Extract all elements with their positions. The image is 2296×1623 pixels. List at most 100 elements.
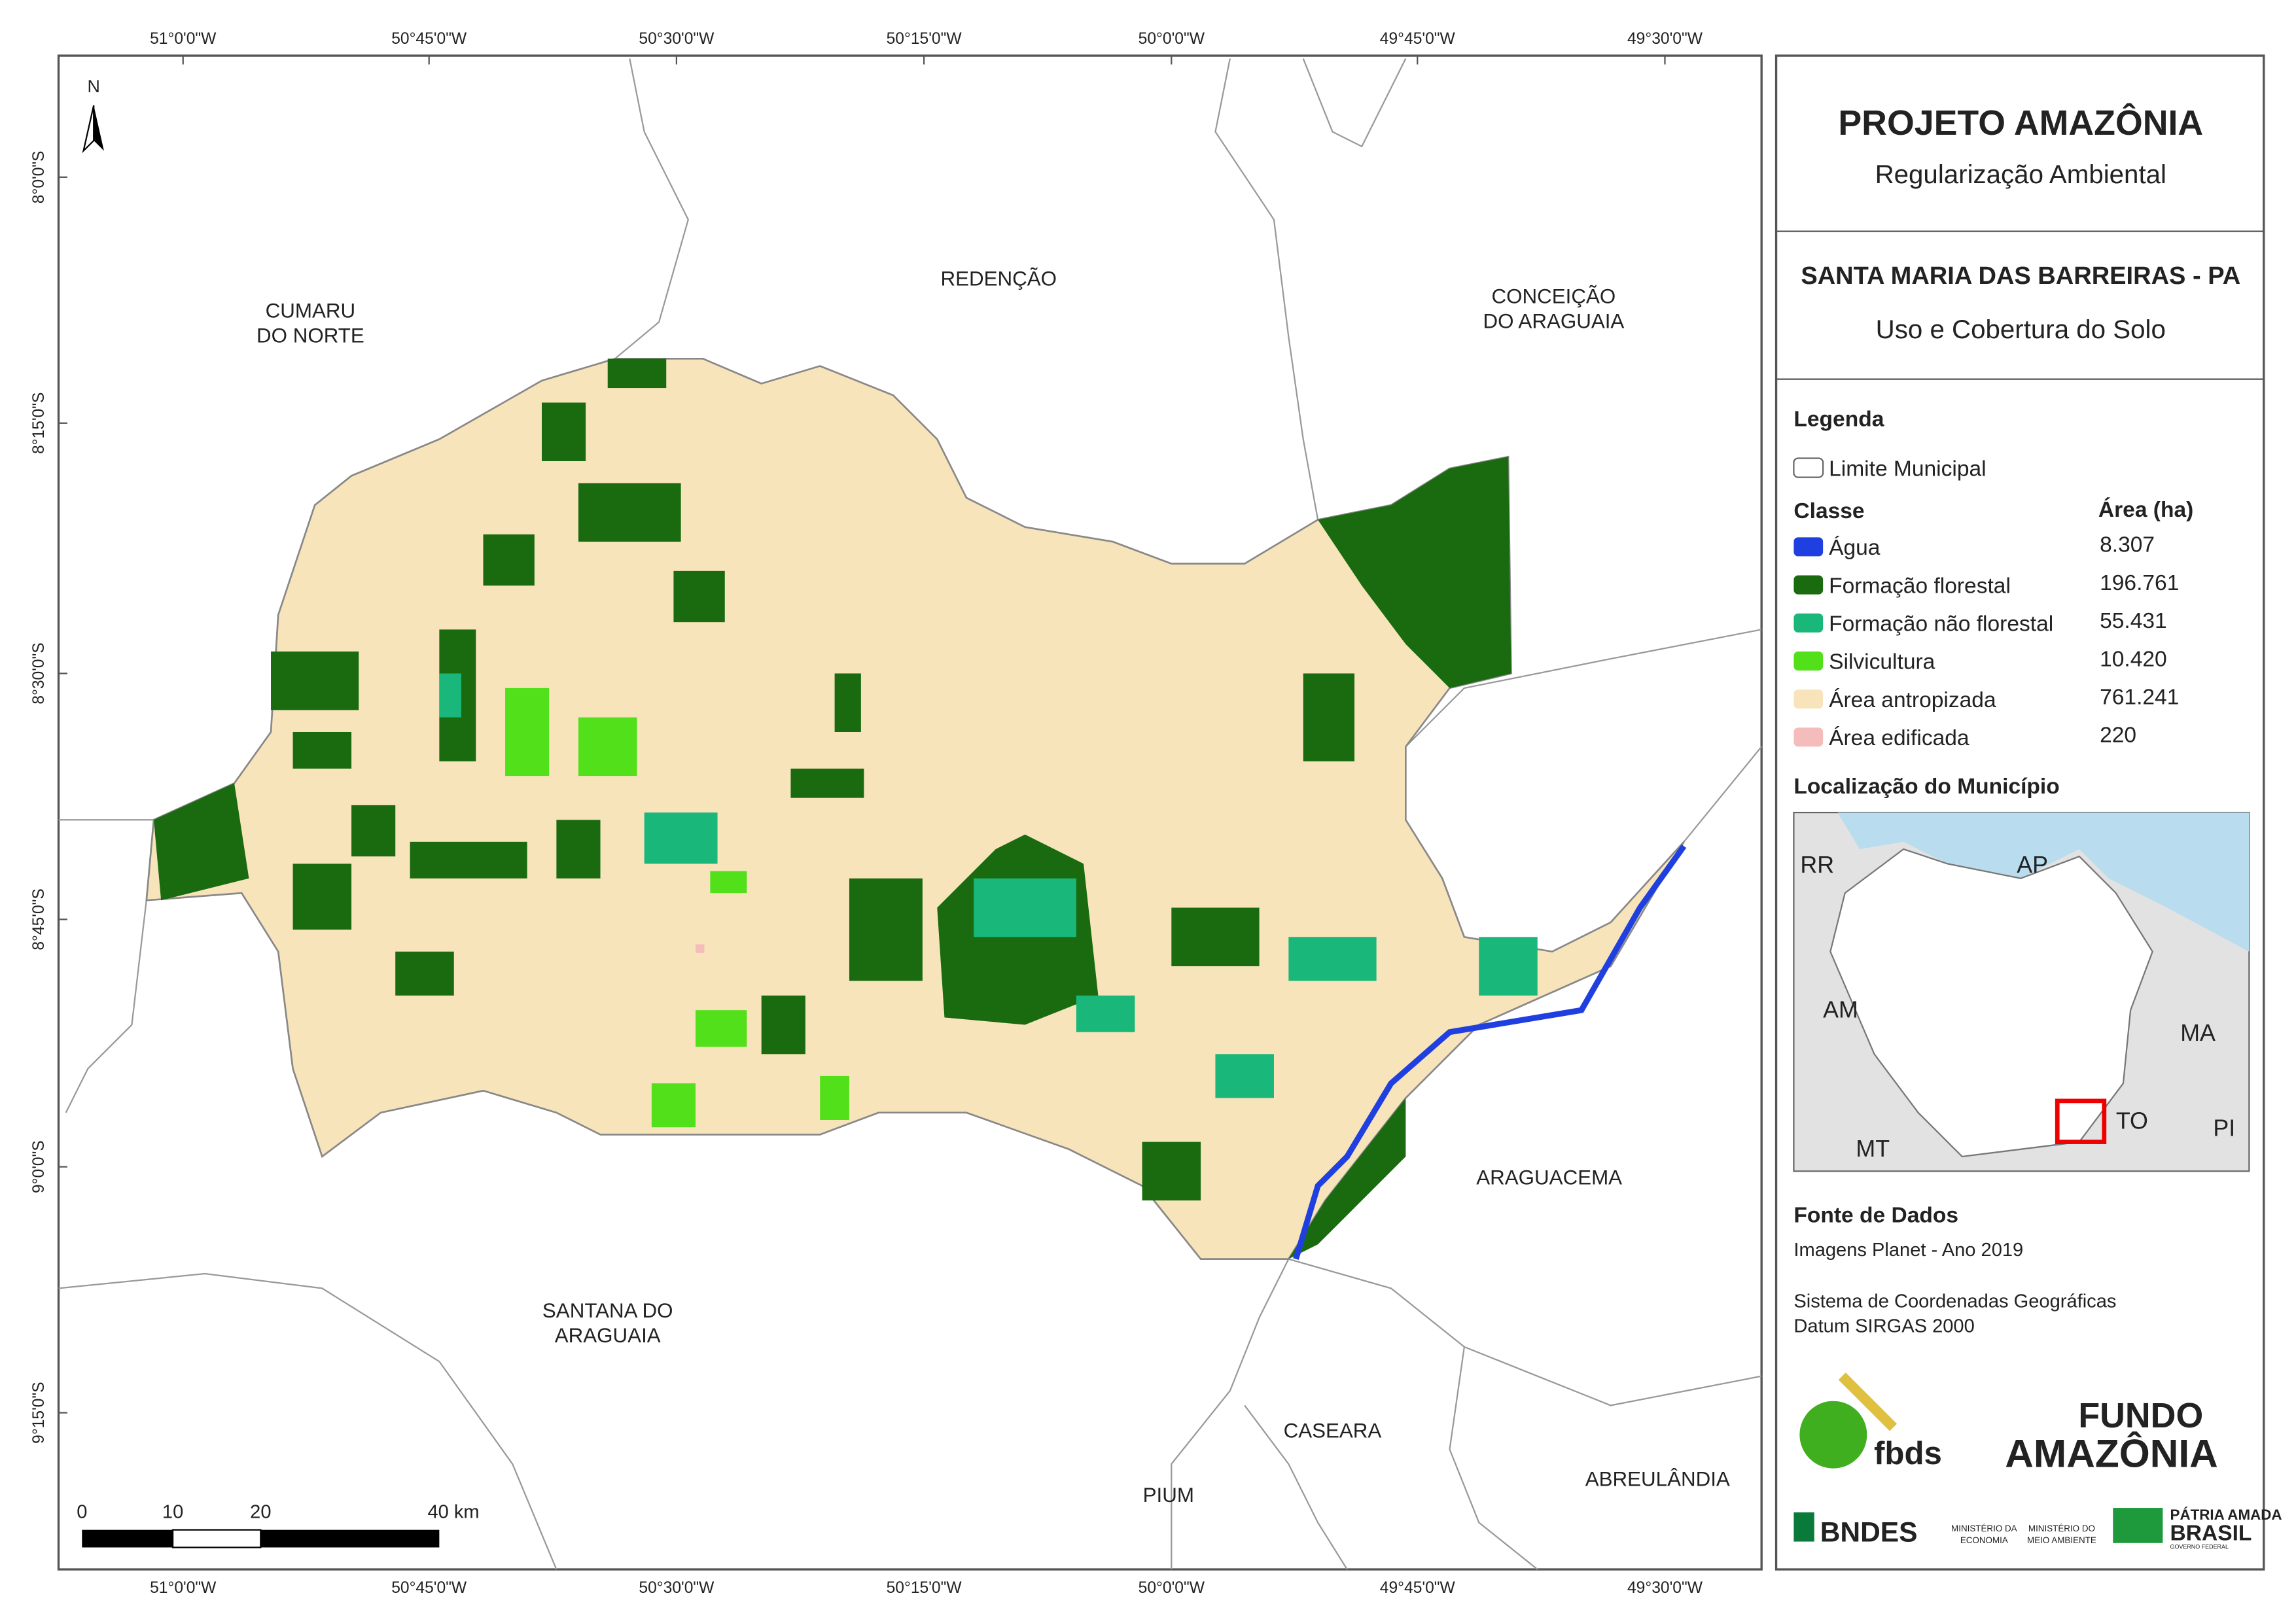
longitude-label: 49°45'0"W [1380, 30, 1456, 48]
ministry-text: ECONOMIA [1960, 1535, 2008, 1545]
longitude-label: 51°0'0"W [150, 30, 217, 48]
longitude-label: 50°0'0"W [1139, 30, 1205, 48]
built-area [695, 944, 705, 953]
north-label: N [88, 77, 100, 96]
neighbor-label: DO ARAGUAIA [1483, 309, 1624, 332]
state-label: MA [2180, 1020, 2216, 1046]
brasil-flag [2113, 1508, 2163, 1543]
map-frame: N [57, 54, 1763, 1571]
source-line: Imagens Planet - Ano 2019 [1793, 1240, 2023, 1261]
source-line: Sistema de Coordenadas Geográficas [1793, 1291, 2116, 1312]
scale-bar [82, 1529, 440, 1548]
legend-swatch [1793, 727, 1824, 747]
longitude-label: 49°30'0"W [1627, 1579, 1703, 1597]
fundo-text: FUNDO [2078, 1396, 2203, 1435]
neighbor-label: CONCEIÇÃO [1492, 285, 1616, 307]
source-line: Datum SIRGAS 2000 [1793, 1316, 1974, 1337]
longitude-label: 50°45'0"W [391, 30, 467, 48]
ministry-text: MINISTÉRIO DO [2028, 1524, 2095, 1533]
neighbor-label: PIUM [1143, 1484, 1194, 1507]
theme: Uso e Cobertura do Solo [1876, 315, 2166, 344]
legend-class: Formação não florestal [1829, 612, 2053, 637]
brasil-text: BRASIL [2170, 1521, 2252, 1545]
sources-heading: Fonte de Dados [1793, 1204, 1958, 1228]
longitude-label: 50°15'0"W [887, 30, 963, 48]
neighbor-label: REDENÇÃO [940, 267, 1057, 290]
neighbor-label: SANTANA DO [542, 1299, 673, 1322]
longitude-label: 51°0'0"W [150, 1579, 217, 1597]
longitude-label: 50°30'0"W [639, 1579, 715, 1597]
legend-class: Silvicultura [1829, 650, 1935, 674]
scale-label: 20 [250, 1502, 271, 1523]
legend-heading: Legenda [1793, 407, 1884, 431]
legend-class: Formação florestal [1829, 574, 2011, 598]
boundary-label: Limite Municipal [1829, 457, 1987, 481]
latitude-label: 8°15'0"S [30, 393, 48, 454]
legend-swatch [1793, 689, 1824, 709]
ministry-text: MEIO AMBIENTE [2027, 1535, 2096, 1545]
bndes-text: BNDES [1820, 1518, 1918, 1548]
river [1293, 844, 1687, 1260]
legend-swatch [1793, 613, 1824, 633]
north-arrow [82, 105, 104, 154]
boundary-swatch [1793, 457, 1824, 478]
brasil-text: GOVERNO FEDERAL [2170, 1544, 2229, 1550]
state-label: RR [1800, 852, 1834, 878]
longitude-label: 50°45'0"W [391, 1579, 467, 1597]
legend-class: Água [1829, 536, 1881, 560]
latitude-label: 9°0'0"S [30, 1140, 48, 1193]
legend-area: 8.307 [2100, 533, 2155, 557]
fbds-text: fbds [1874, 1435, 1942, 1471]
inset-map [1793, 811, 2250, 1172]
legend-class: Área edificada [1829, 726, 1969, 750]
latitude-label: 8°45'0"S [30, 888, 48, 950]
longitude-label: 50°0'0"W [1139, 1579, 1205, 1597]
class-header: Classe [1793, 499, 1864, 523]
silviculture-patches [505, 688, 849, 1128]
scale-label: 0 [77, 1502, 87, 1523]
state-label: PI [2213, 1115, 2235, 1142]
side-panel: PROJETO AMAZÔNIA Regularização Ambiental… [1775, 54, 2265, 1571]
state-label: TO [2116, 1108, 2148, 1134]
ministry-text: MINISTÉRIO DA [1951, 1524, 2017, 1533]
neighbor-label: ARAGUAIA [555, 1324, 661, 1347]
area-header: Área (ha) [2098, 497, 2193, 522]
latitude-label: 9°15'0"S [30, 1382, 48, 1443]
scale-label: 40 km [427, 1502, 479, 1523]
legend-area: 10.420 [2100, 647, 2167, 671]
latitude-label: 8°0'0"S [30, 150, 48, 203]
fundo-text: AMAZÔNIA [2005, 1431, 2217, 1475]
legend-area: 761.241 [2100, 685, 2179, 709]
location-heading: Localização do Município [1793, 775, 2059, 799]
longitude-label: 50°15'0"W [887, 1579, 963, 1597]
legend-swatch [1793, 575, 1824, 595]
neighbor-label: DO NORTE [256, 324, 364, 347]
neighbor-label: CASEARA [1284, 1420, 1382, 1442]
nonforest-patches [439, 673, 1538, 1098]
subtitle: Regularização Ambiental [1875, 160, 2166, 189]
latitude-label: 8°30'0"S [30, 642, 48, 704]
neighbor-boundaries [58, 58, 1763, 1570]
legend-area: 55.431 [2100, 609, 2167, 633]
longitude-label: 49°45'0"W [1380, 1579, 1456, 1597]
title: PROJETO AMAZÔNIA [1838, 103, 2203, 143]
legend-swatch [1793, 537, 1824, 557]
legend-swatch [1793, 651, 1824, 671]
scale-label: 10 [162, 1502, 183, 1523]
brasil-text: PÁTRIA AMADA [2170, 1507, 2282, 1523]
bndes-icon [1793, 1512, 1814, 1542]
neighbor-label: ABREULÂNDIA [1585, 1467, 1730, 1490]
neighbor-label: CUMARU [266, 300, 356, 323]
legend-class: Área antropizada [1829, 688, 1996, 712]
state-label: AP [2017, 852, 2048, 878]
longitude-label: 50°30'0"W [639, 30, 715, 48]
neighbor-label: ARAGUACEMA [1476, 1166, 1622, 1189]
longitude-label: 49°30'0"W [1627, 30, 1703, 48]
state-label: MT [1856, 1136, 1890, 1162]
state-label: AM [1823, 996, 1858, 1022]
legend-area: 196.761 [2100, 571, 2179, 595]
municipality-name: SANTA MARIA DAS BARREIRAS - PA [1801, 262, 2240, 290]
fbds-logo [1799, 1372, 1898, 1469]
legend-area: 220 [2100, 724, 2136, 748]
